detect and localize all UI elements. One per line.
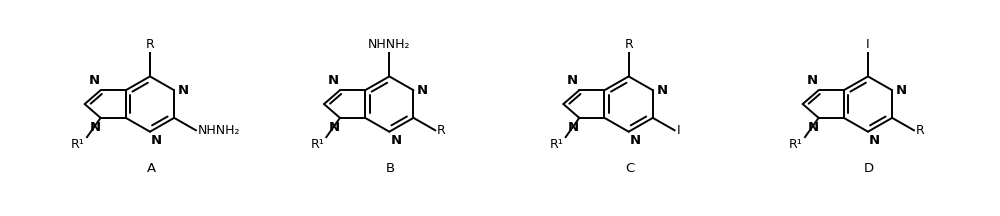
Text: R¹: R¹: [550, 138, 564, 151]
Text: R: R: [437, 124, 446, 137]
Text: NHNH₂: NHNH₂: [198, 124, 240, 137]
Text: N: N: [806, 74, 818, 87]
Text: C: C: [625, 162, 634, 175]
Text: D: D: [864, 162, 874, 175]
Text: N: N: [329, 121, 340, 134]
Text: N: N: [807, 121, 819, 134]
Text: N: N: [896, 84, 907, 97]
Text: N: N: [151, 134, 162, 147]
Text: R: R: [916, 124, 925, 137]
Text: N: N: [390, 134, 401, 147]
Text: I: I: [866, 38, 870, 51]
Text: N: N: [568, 121, 579, 134]
Text: N: N: [89, 121, 101, 134]
Text: R¹: R¹: [311, 138, 324, 151]
Text: R¹: R¹: [71, 138, 85, 151]
Text: I: I: [677, 124, 680, 137]
Text: R: R: [624, 38, 633, 51]
Text: N: N: [630, 134, 641, 147]
Text: N: N: [656, 84, 667, 97]
Text: A: A: [146, 162, 156, 175]
Text: N: N: [417, 84, 428, 97]
Text: NHNH₂: NHNH₂: [368, 38, 411, 51]
Text: N: N: [178, 84, 189, 97]
Text: N: N: [869, 134, 880, 147]
Text: N: N: [88, 74, 100, 87]
Text: N: N: [567, 74, 578, 87]
Text: R¹: R¹: [789, 138, 803, 151]
Text: B: B: [386, 162, 395, 175]
Text: N: N: [328, 74, 339, 87]
Text: R: R: [146, 38, 154, 51]
